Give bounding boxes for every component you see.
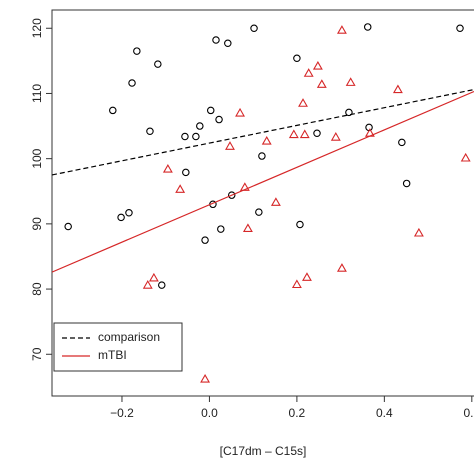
legend-box — [53, 322, 183, 372]
point — [336, 263, 347, 272]
point — [196, 122, 204, 130]
plot-area — [52, 23, 474, 383]
point — [312, 60, 323, 70]
point — [125, 209, 133, 217]
point — [224, 39, 232, 48]
point — [402, 179, 411, 188]
point — [345, 108, 353, 117]
point — [182, 168, 190, 177]
point — [109, 106, 117, 115]
legend-label: mTBI — [98, 348, 127, 362]
point — [142, 280, 153, 289]
point — [261, 135, 272, 145]
point — [117, 213, 125, 222]
x-tick-label: 0.0 — [201, 406, 218, 420]
point — [363, 23, 372, 31]
point — [364, 128, 375, 137]
point — [181, 132, 189, 141]
point — [225, 141, 235, 150]
point — [146, 127, 154, 136]
point — [64, 222, 72, 231]
point — [258, 152, 266, 160]
point — [255, 208, 263, 216]
point — [270, 197, 281, 206]
point — [133, 47, 141, 55]
y-tick-label: 90 — [30, 217, 44, 231]
point — [456, 24, 464, 33]
legend-label: comparison — [98, 330, 160, 344]
point — [227, 191, 236, 199]
point — [217, 225, 225, 233]
point — [365, 123, 373, 132]
point — [313, 129, 321, 137]
point — [345, 77, 356, 86]
point — [293, 54, 301, 62]
point — [200, 373, 211, 383]
point — [158, 281, 166, 289]
point — [154, 60, 162, 68]
point — [303, 68, 314, 77]
point — [201, 236, 209, 244]
point — [291, 279, 302, 289]
point — [299, 129, 310, 139]
point — [336, 25, 347, 34]
point — [242, 223, 253, 232]
x-tick-label: 0.4 — [376, 406, 393, 420]
x-axis-label: [C17dm – C15s] — [220, 444, 307, 458]
y-tick-label: 110 — [30, 84, 44, 103]
x-tick-label: 0.2 — [289, 406, 306, 420]
point — [162, 163, 173, 173]
plot-frame — [51, 9, 474, 397]
point — [192, 132, 200, 141]
point — [175, 184, 186, 193]
point — [330, 132, 341, 141]
y-tick-label: 100 — [30, 148, 44, 168]
point — [398, 138, 406, 147]
point — [148, 272, 159, 282]
y-tick-label: 70 — [30, 347, 44, 361]
point — [235, 107, 245, 117]
point — [296, 220, 304, 229]
point — [302, 272, 312, 281]
point — [250, 24, 258, 33]
fit-line — [52, 88, 474, 176]
point — [413, 227, 424, 237]
point — [212, 36, 220, 44]
y-tick-label: 120 — [30, 18, 44, 38]
point — [239, 182, 250, 191]
x-tick-label: 0.6 — [463, 406, 474, 420]
fit-line — [52, 90, 474, 273]
point — [460, 152, 471, 162]
point — [128, 79, 136, 87]
point — [392, 84, 403, 94]
point — [215, 115, 223, 124]
point — [316, 79, 327, 88]
point — [298, 98, 308, 107]
x-tick-label: −0.2 — [110, 406, 134, 420]
point — [288, 129, 299, 139]
point — [206, 106, 215, 115]
y-tick-label: 80 — [30, 282, 44, 296]
